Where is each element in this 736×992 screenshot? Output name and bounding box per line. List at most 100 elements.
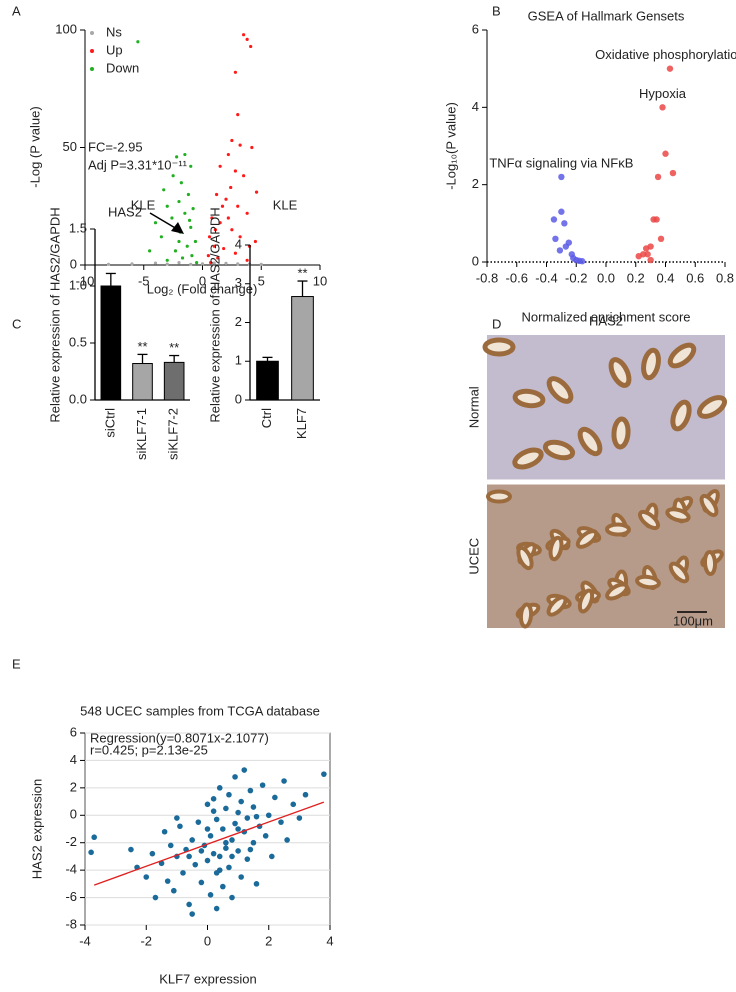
data-point xyxy=(200,262,205,266)
x-tick-label: -0.2 xyxy=(565,270,587,285)
y-tick-label: -2 xyxy=(65,834,77,849)
legend-label: Ns xyxy=(106,24,122,39)
data-point xyxy=(220,883,226,890)
data-point xyxy=(106,262,111,266)
tissue-gland xyxy=(641,347,661,381)
x-tick-label: 0.2 xyxy=(627,270,645,285)
data-point xyxy=(570,254,577,262)
tissue-gland xyxy=(516,545,534,571)
tissue-gland xyxy=(512,447,544,470)
legend-marker xyxy=(90,49,94,53)
data-point xyxy=(177,239,181,244)
x-tick-label: 0.6 xyxy=(686,270,704,285)
y-tick-label: 6 xyxy=(70,724,77,739)
data-point xyxy=(558,208,565,215)
data-point xyxy=(647,256,654,264)
y-tick-label: -6 xyxy=(65,889,77,904)
data-point xyxy=(165,204,169,208)
data-point xyxy=(642,245,650,252)
y-axis-label: HAS2 expression xyxy=(29,779,44,879)
y-tick-label: 1 xyxy=(235,353,242,368)
data-point xyxy=(213,905,220,912)
panel-label: D xyxy=(492,316,501,331)
data-point xyxy=(183,211,187,215)
data-point xyxy=(130,262,134,266)
significance-label: ** xyxy=(297,265,307,280)
data-point xyxy=(229,185,233,190)
data-point xyxy=(190,254,194,258)
data-point xyxy=(550,216,558,223)
x-tick-label: -0.4 xyxy=(535,270,557,285)
scale-bar-label: 100μm xyxy=(673,613,713,628)
data-point xyxy=(195,261,199,265)
data-point xyxy=(269,853,275,860)
tissue-gland xyxy=(512,388,546,409)
data-point xyxy=(204,826,211,832)
y-axis-label: -Log₁₀(P value) xyxy=(443,102,458,190)
data-point xyxy=(241,767,248,773)
y-tick-label: 4 xyxy=(472,99,479,114)
x-tick-label: 0 xyxy=(199,273,206,288)
chart-title: HAS2 xyxy=(589,313,623,328)
arrow-head xyxy=(171,222,184,234)
data-point xyxy=(167,842,174,849)
data-point xyxy=(281,778,287,784)
data-point xyxy=(265,812,272,819)
data-point xyxy=(209,261,213,265)
tissue-gland xyxy=(670,399,692,432)
legend-marker xyxy=(90,31,94,35)
panel-label: E xyxy=(12,656,21,671)
chart-title: 548 UCEC samples from TCGA database xyxy=(80,703,320,718)
y-tick-label: 0 xyxy=(70,256,77,271)
data-point xyxy=(259,782,266,788)
data-point xyxy=(229,894,235,901)
data-point xyxy=(245,37,249,42)
data-point xyxy=(236,204,240,208)
x-tick-label: siKLF7-2 xyxy=(166,408,181,460)
data-point xyxy=(185,244,189,248)
legend-marker xyxy=(90,67,94,71)
data-point xyxy=(259,262,263,266)
data-point xyxy=(216,785,223,791)
data-point xyxy=(666,65,674,72)
data-point xyxy=(136,40,140,44)
tissue-gland xyxy=(611,416,631,450)
data-point xyxy=(230,138,234,143)
y-tick-label: 6 xyxy=(472,21,479,36)
chart-title: GSEA of Hallmark Gensets xyxy=(528,8,685,23)
data-point xyxy=(180,256,185,260)
data-point xyxy=(226,216,230,220)
data-point xyxy=(189,262,193,266)
data-point xyxy=(165,262,169,266)
y-axis-label: Relative expression of HAS2/GAPDH xyxy=(207,207,222,422)
data-point xyxy=(187,218,192,222)
x-tick-label: 0.4 xyxy=(656,270,674,285)
data-point xyxy=(238,143,242,147)
panel-label: C xyxy=(12,316,21,331)
x-tick-label: -0.6 xyxy=(506,270,528,285)
data-point xyxy=(233,169,237,173)
tissue-gland xyxy=(608,357,632,388)
data-point xyxy=(177,823,183,830)
data-point xyxy=(223,805,229,812)
data-point xyxy=(207,892,214,898)
data-point xyxy=(218,221,222,225)
data-point xyxy=(207,833,214,839)
annotation: HAS2 xyxy=(108,204,142,219)
data-point xyxy=(250,145,254,150)
data-point xyxy=(226,864,232,871)
data-point xyxy=(238,798,244,805)
data-point xyxy=(262,833,269,839)
bar xyxy=(291,296,314,401)
data-point xyxy=(216,256,220,260)
data-point xyxy=(171,174,175,178)
row-label: UCEC xyxy=(466,538,481,575)
tissue-gland xyxy=(546,595,568,617)
data-point xyxy=(235,809,241,816)
data-point xyxy=(635,253,642,260)
tissue-gland xyxy=(482,337,516,357)
data-point xyxy=(171,887,177,894)
significance-label: ** xyxy=(137,339,147,354)
tissue-gland xyxy=(518,602,534,629)
data-point xyxy=(213,816,220,823)
